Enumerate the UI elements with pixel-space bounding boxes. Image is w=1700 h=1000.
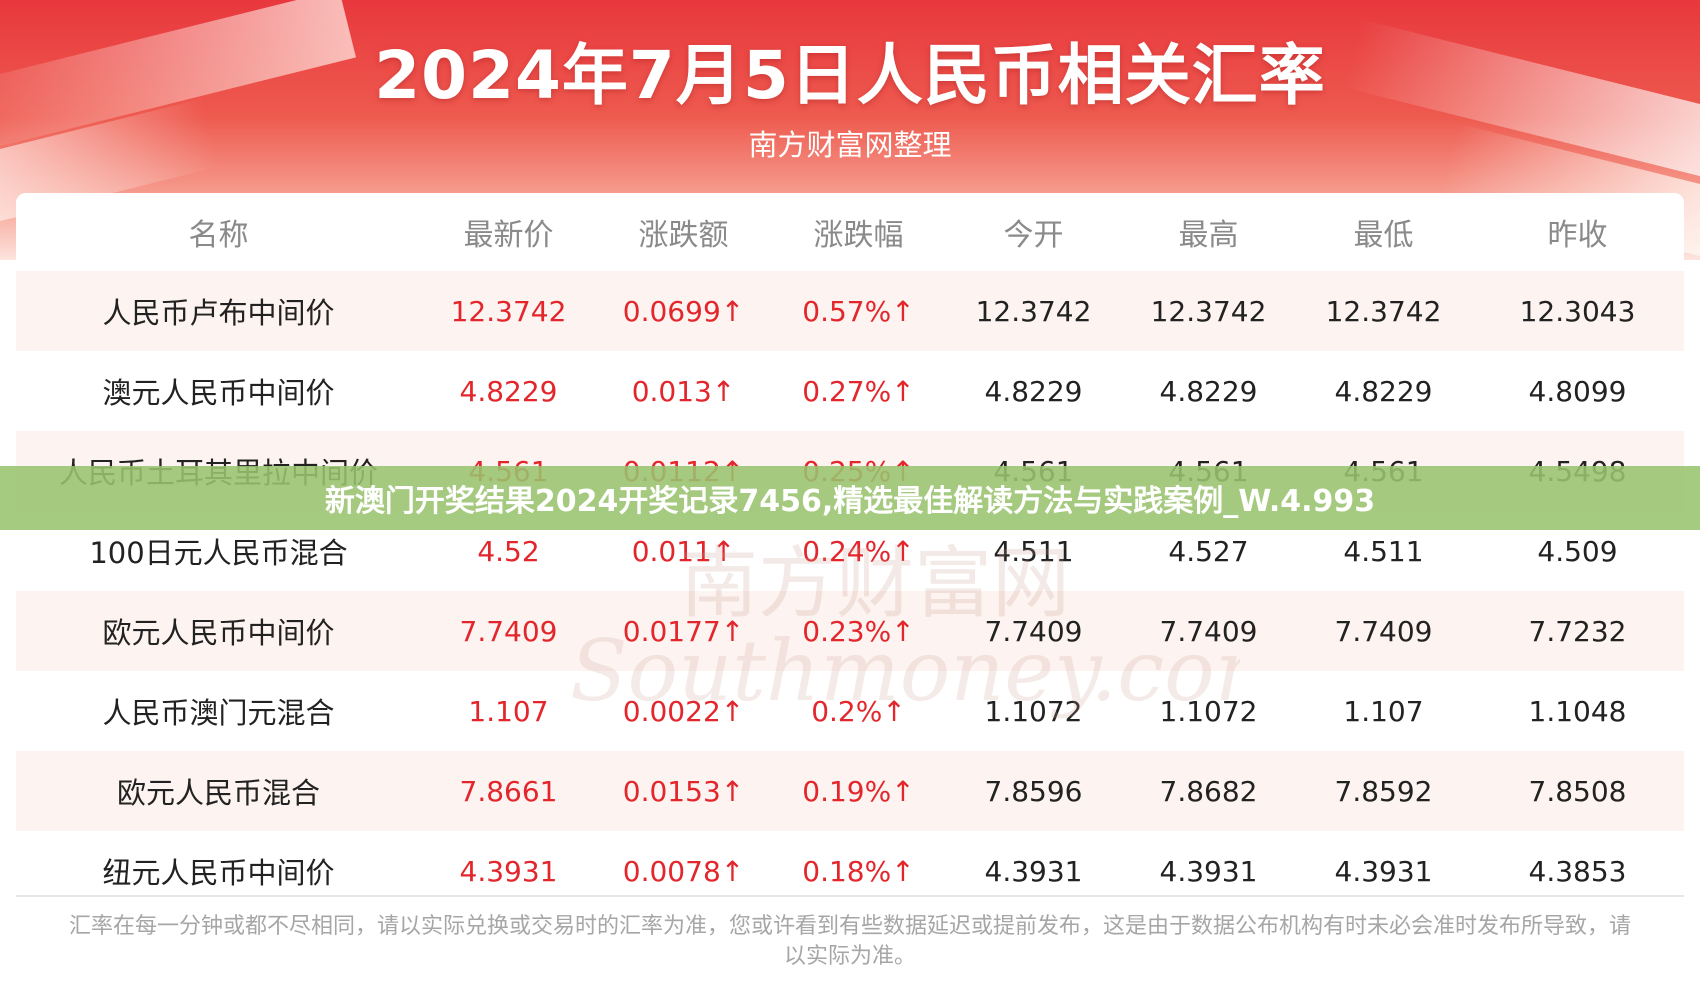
prev-close: 1.1048 <box>1471 671 1684 751</box>
prev-close: 7.7232 <box>1471 591 1684 671</box>
high-price: 4.3931 <box>1121 831 1296 899</box>
latest-price: 4.8229 <box>421 351 596 431</box>
column-header: 今开 <box>946 193 1121 271</box>
low-price: 7.8592 <box>1296 751 1471 831</box>
currency-name: 人民币卢布中间价 <box>16 271 421 351</box>
banner-text: 新澳门开奖结果2024开奖记录7456,精选最佳解读方法与实践案例_W.4.99… <box>324 484 1376 519</box>
low-price: 7.7409 <box>1296 591 1471 671</box>
currency-name: 纽元人民币中间价 <box>16 831 421 899</box>
open-price: 7.8596 <box>946 751 1121 831</box>
change-amount: 0.0699↑ <box>596 271 771 351</box>
currency-name: 人民币澳门元混合 <box>16 671 421 751</box>
column-header: 昨收 <box>1471 193 1684 271</box>
low-price: 4.3931 <box>1296 831 1471 899</box>
low-price: 1.107 <box>1296 671 1471 751</box>
column-header: 最高 <box>1121 193 1296 271</box>
open-price: 4.8229 <box>946 351 1121 431</box>
prev-close: 4.3853 <box>1471 831 1684 899</box>
table-row: 澳元人民币中间价 4.8229 0.013↑ 0.27%↑ 4.8229 4.8… <box>16 351 1684 431</box>
high-price: 7.8682 <box>1121 751 1296 831</box>
prev-close: 4.8099 <box>1471 351 1684 431</box>
column-header: 最低 <box>1296 193 1471 271</box>
footer-divider <box>16 895 1684 897</box>
change-percent: 0.57%↑ <box>771 271 946 351</box>
high-price: 7.7409 <box>1121 591 1296 671</box>
column-header: 名称 <box>16 193 421 271</box>
table-row: 人民币卢布中间价 12.3742 0.0699↑ 0.57%↑ 12.3742 … <box>16 271 1684 351</box>
latest-price: 1.107 <box>421 671 596 751</box>
table-row: 欧元人民币中间价 7.7409 0.0177↑ 0.23%↑ 7.7409 7.… <box>16 591 1684 671</box>
rates-table: 名称 最新价 涨跌额 涨跌幅 今开 最高 最低 昨收 人民币卢布中间价 12.3… <box>16 193 1684 899</box>
change-amount: 0.0078↑ <box>596 831 771 899</box>
rates-table-card: 名称 最新价 涨跌额 涨跌幅 今开 最高 最低 昨收 人民币卢布中间价 12.3… <box>16 193 1684 899</box>
high-price: 12.3742 <box>1121 271 1296 351</box>
prev-close: 12.3043 <box>1471 271 1684 351</box>
change-amount: 0.0153↑ <box>596 751 771 831</box>
prev-close: 7.8508 <box>1471 751 1684 831</box>
disclaimer-footnote: 汇率在每一分钟或都不尽相同，请以实际兑换或交易时的汇率为准，您或许看到有些数据延… <box>68 914 1631 969</box>
open-price: 4.3931 <box>946 831 1121 899</box>
latest-price: 12.3742 <box>421 271 596 351</box>
table-header-row: 名称 最新价 涨跌额 涨跌幅 今开 最高 最低 昨收 <box>16 193 1684 271</box>
table-row: 纽元人民币中间价 4.3931 0.0078↑ 0.18%↑ 4.3931 4.… <box>16 831 1684 899</box>
table-row: 欧元人民币混合 7.8661 0.0153↑ 0.19%↑ 7.8596 7.8… <box>16 751 1684 831</box>
page-subtitle: 南方财富网整理 <box>748 128 952 162</box>
change-amount: 0.013↑ <box>596 351 771 431</box>
currency-name: 澳元人民币中间价 <box>16 351 421 431</box>
change-percent: 0.27%↑ <box>771 351 946 431</box>
change-percent: 0.23%↑ <box>771 591 946 671</box>
open-price: 7.7409 <box>946 591 1121 671</box>
open-price: 12.3742 <box>946 271 1121 351</box>
column-header: 涨跌额 <box>596 193 771 271</box>
low-price: 4.8229 <box>1296 351 1471 431</box>
table-row: 人民币澳门元混合 1.107 0.0022↑ 0.2%↑ 1.1072 1.10… <box>16 671 1684 751</box>
currency-name: 欧元人民币中间价 <box>16 591 421 671</box>
change-amount: 0.0177↑ <box>596 591 771 671</box>
change-percent: 0.18%↑ <box>771 831 946 899</box>
high-price: 1.1072 <box>1121 671 1296 751</box>
column-header: 涨跌幅 <box>771 193 946 271</box>
change-amount: 0.0022↑ <box>596 671 771 751</box>
open-price: 1.1072 <box>946 671 1121 751</box>
change-percent: 0.19%↑ <box>771 751 946 831</box>
high-price: 4.8229 <box>1121 351 1296 431</box>
column-header: 最新价 <box>421 193 596 271</box>
page-title: 2024年7月5日人民币相关汇率 <box>374 37 1326 114</box>
latest-price: 7.8661 <box>421 751 596 831</box>
low-price: 12.3742 <box>1296 271 1471 351</box>
currency-name: 欧元人民币混合 <box>16 751 421 831</box>
latest-price: 7.7409 <box>421 591 596 671</box>
latest-price: 4.3931 <box>421 831 596 899</box>
overlay-banner: 新澳门开奖结果2024开奖记录7456,精选最佳解读方法与实践案例_W.4.99… <box>0 466 1700 530</box>
change-percent: 0.2%↑ <box>771 671 946 751</box>
